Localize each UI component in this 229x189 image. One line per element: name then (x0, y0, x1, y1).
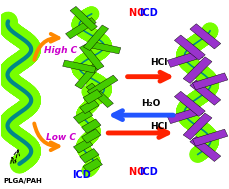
Polygon shape (87, 41, 121, 54)
Text: PLGA/PAH: PLGA/PAH (3, 178, 42, 184)
Text: ICD: ICD (139, 8, 158, 18)
Polygon shape (183, 57, 212, 83)
Polygon shape (190, 80, 221, 105)
Polygon shape (86, 83, 113, 108)
Polygon shape (63, 60, 96, 73)
Polygon shape (75, 63, 100, 89)
Text: ICD: ICD (72, 170, 91, 180)
Polygon shape (167, 50, 203, 67)
Text: ICD: ICD (139, 167, 158, 177)
Polygon shape (65, 18, 96, 39)
Polygon shape (80, 149, 99, 163)
Polygon shape (79, 44, 104, 70)
Text: High C: High C (44, 46, 77, 55)
Text: HCl: HCl (150, 122, 167, 131)
Polygon shape (174, 35, 205, 60)
Polygon shape (192, 129, 228, 146)
Polygon shape (190, 136, 221, 161)
Polygon shape (83, 25, 109, 51)
Polygon shape (183, 113, 212, 140)
Polygon shape (80, 99, 99, 114)
Polygon shape (174, 91, 205, 116)
Polygon shape (74, 139, 93, 153)
Polygon shape (82, 119, 101, 133)
Polygon shape (87, 75, 118, 96)
Polygon shape (74, 109, 93, 123)
Polygon shape (167, 107, 203, 124)
Text: HCl: HCl (150, 58, 167, 67)
Polygon shape (83, 158, 102, 173)
Text: NO: NO (129, 167, 149, 177)
Text: Low C: Low C (46, 132, 76, 142)
Polygon shape (70, 6, 97, 31)
Text: NO: NO (129, 8, 149, 18)
Polygon shape (82, 129, 101, 143)
Text: H₂O: H₂O (141, 99, 160, 108)
Polygon shape (83, 89, 102, 104)
Polygon shape (190, 24, 221, 49)
Polygon shape (192, 73, 228, 90)
